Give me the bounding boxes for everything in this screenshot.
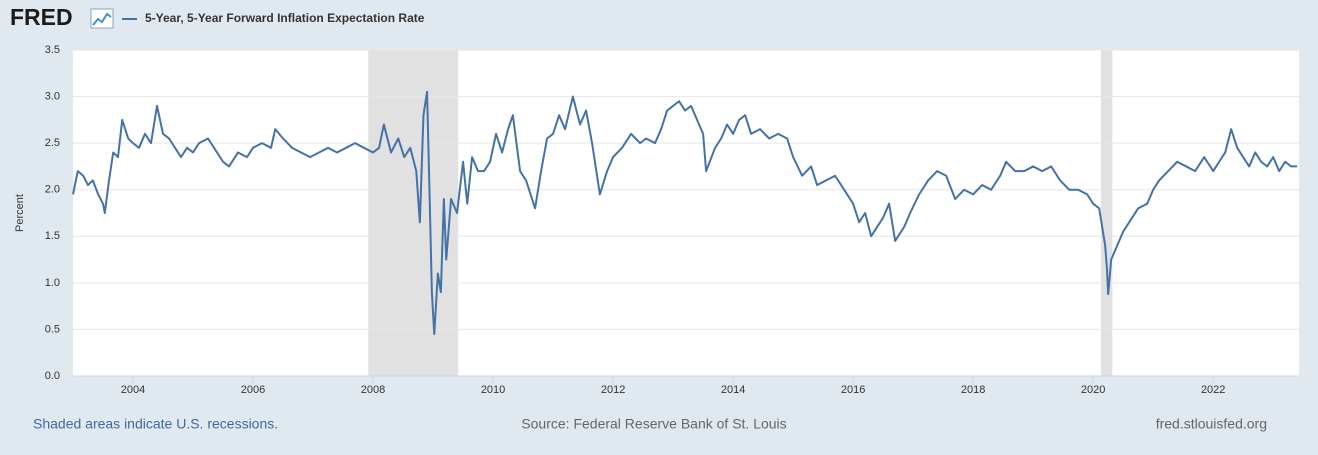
x-tick-label: 2008	[361, 384, 385, 396]
legend-label: 5-Year, 5-Year Forward Inflation Expecta…	[145, 11, 425, 25]
recession-band	[1100, 50, 1113, 376]
plot-area	[73, 50, 1299, 376]
y-tick-label: 3.5	[45, 44, 60, 56]
recession-note: Shaded areas indicate U.S. recessions.	[33, 416, 278, 432]
x-tick-label: 2010	[481, 384, 505, 396]
line-layer	[72, 90, 1298, 336]
x-tick-label: 2020	[1081, 384, 1105, 396]
x-tick-label: 2022	[1201, 384, 1225, 396]
y-tick-label: 0.0	[45, 370, 60, 382]
y-axis-label: Percent	[14, 194, 26, 232]
series-line	[72, 90, 1298, 336]
x-tick-label: 2012	[601, 384, 625, 396]
x-tick-label: 2006	[241, 384, 265, 396]
y-tick-label: 1.5	[45, 230, 60, 242]
x-tick-label: 2004	[121, 384, 145, 396]
x-tick-label: 2016	[841, 384, 865, 396]
y-tick-label: 3.0	[45, 90, 60, 102]
logo-icon	[90, 8, 114, 29]
y-tick-label: 1.0	[45, 277, 60, 289]
grid-layer	[73, 49, 1299, 377]
logo: FRED	[10, 4, 73, 30]
axis-layer: 0.0 0.5 1.0 1.5 2.0 2.5 3.0 3.5 2004 2006 2008 2010…	[45, 44, 1299, 396]
y-tick-label: 2.5	[45, 137, 60, 149]
site-url: fred.stlouisfed.org	[1156, 416, 1267, 432]
x-tick-label: 2014	[721, 384, 745, 396]
y-tick-label: 2.0	[45, 184, 60, 196]
x-tick-label: 2018	[961, 384, 985, 396]
y-tick-label: 0.5	[45, 323, 60, 335]
source-note: Source: Federal Reserve Bank of St. Loui…	[521, 416, 786, 432]
